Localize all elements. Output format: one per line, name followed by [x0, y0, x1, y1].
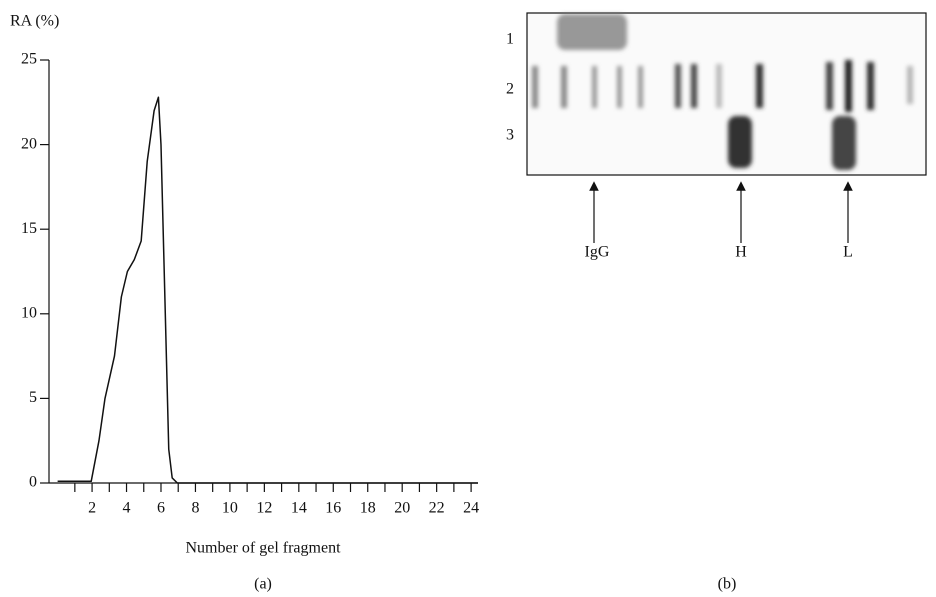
x-tick-label: 12 — [256, 500, 272, 517]
x-tick-label: 22 — [429, 500, 445, 517]
x-tick-label: 14 — [291, 500, 307, 517]
gel-row-label: 2 — [506, 81, 514, 98]
x-tick-label: 10 — [222, 500, 238, 517]
x-tick-label: 18 — [360, 500, 376, 517]
y-tick-label: 15 — [21, 220, 37, 237]
data-line — [57, 96, 478, 484]
y-tick-label: 5 — [29, 389, 37, 406]
x-tick-label: 20 — [394, 500, 410, 517]
x-tick-label: 16 — [325, 500, 341, 517]
x-tick-label: 24 — [463, 500, 479, 517]
gel-row-label: 3 — [506, 127, 514, 144]
y-tick-label: 0 — [29, 474, 37, 491]
caption: (b) — [718, 576, 737, 593]
gel-image — [526, 12, 927, 243]
caption: (a) — [254, 576, 272, 593]
x-tick-label: 2 — [88, 500, 96, 517]
x-tick-label: 8 — [191, 500, 199, 517]
x-axis-label: Number of gel fragment — [185, 540, 341, 557]
gel-lane-label: IgG — [585, 244, 610, 261]
gel-lane-label: L — [843, 244, 853, 261]
x-tick-label: 4 — [123, 500, 131, 517]
y-tick-label: 10 — [21, 304, 37, 321]
y-tick-label: 20 — [21, 135, 37, 152]
gel-row-label: 1 — [506, 31, 514, 48]
y-axis-label: RA (%) — [10, 13, 59, 30]
gel-lane-label: H — [735, 244, 747, 261]
y-tick-label: 25 — [21, 51, 37, 68]
x-tick-label: 6 — [157, 500, 165, 517]
